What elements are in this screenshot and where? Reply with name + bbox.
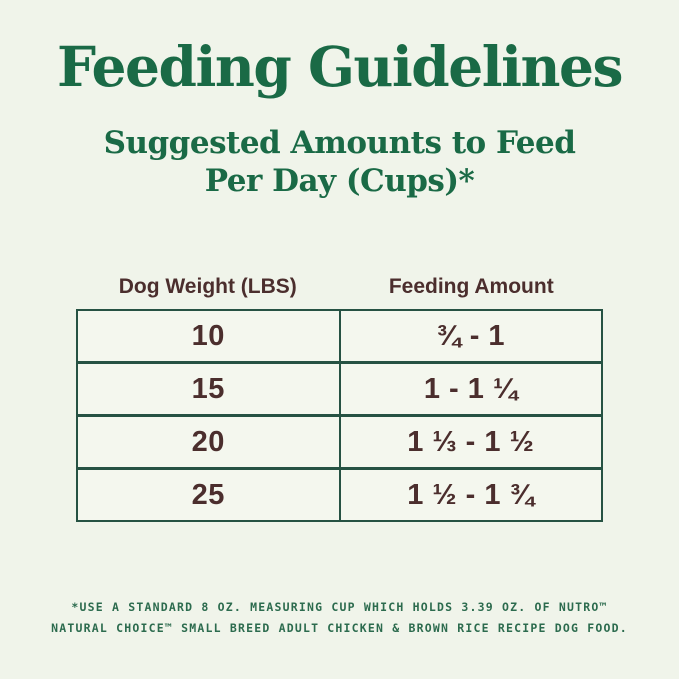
feeding-amount-value: ¾ - 1 (338, 311, 602, 361)
footnote-line-2: NATURAL CHOICE™ SMALL BREED ADULT CHICKE… (51, 621, 628, 635)
subtitle-line-2: Per Day (Cups)* (204, 163, 475, 199)
measuring-cup-footnote: *USE A STANDARD 8 OZ. MEASURING CUP WHIC… (0, 597, 679, 639)
dog-weight-value: 25 (191, 478, 225, 511)
dog-weight-value: 20 (191, 425, 225, 458)
page-title: Feeding Guidelines (56, 34, 624, 99)
dog-weight-value: 15 (191, 372, 225, 405)
table-row: 15 1 - 1 ¼ (78, 361, 601, 414)
feeding-table: 10 ¾ - 1 15 1 - 1 ¼ 20 1 ⅓ - 1 ½ 25 1 ½ … (76, 309, 603, 522)
dog-weight-value: 10 (191, 319, 225, 352)
feeding-amount-value: 1 - 1 ¼ (338, 364, 602, 414)
table-row: 25 1 ½ - 1 ¾ (78, 467, 601, 520)
page-subtitle: Suggested Amounts to Feed Per Day (Cups)… (0, 124, 679, 200)
table-row: 10 ¾ - 1 (78, 311, 601, 361)
feeding-amount-value: 1 ⅓ - 1 ½ (338, 417, 602, 467)
table-column-headers: Dog Weight (LBS) Feeding Amount (76, 272, 603, 302)
footnote-line-1: *USE A STANDARD 8 OZ. MEASURING CUP WHIC… (71, 600, 608, 614)
table-row: 20 1 ⅓ - 1 ½ (78, 414, 601, 467)
column-header-feeding-amount: Feeding Amount (388, 275, 554, 298)
feeding-amount-value: 1 ½ - 1 ¾ (338, 470, 602, 520)
column-header-dog-weight: Dog Weight (LBS) (118, 275, 297, 298)
subtitle-line-1: Suggested Amounts to Feed (103, 125, 576, 161)
